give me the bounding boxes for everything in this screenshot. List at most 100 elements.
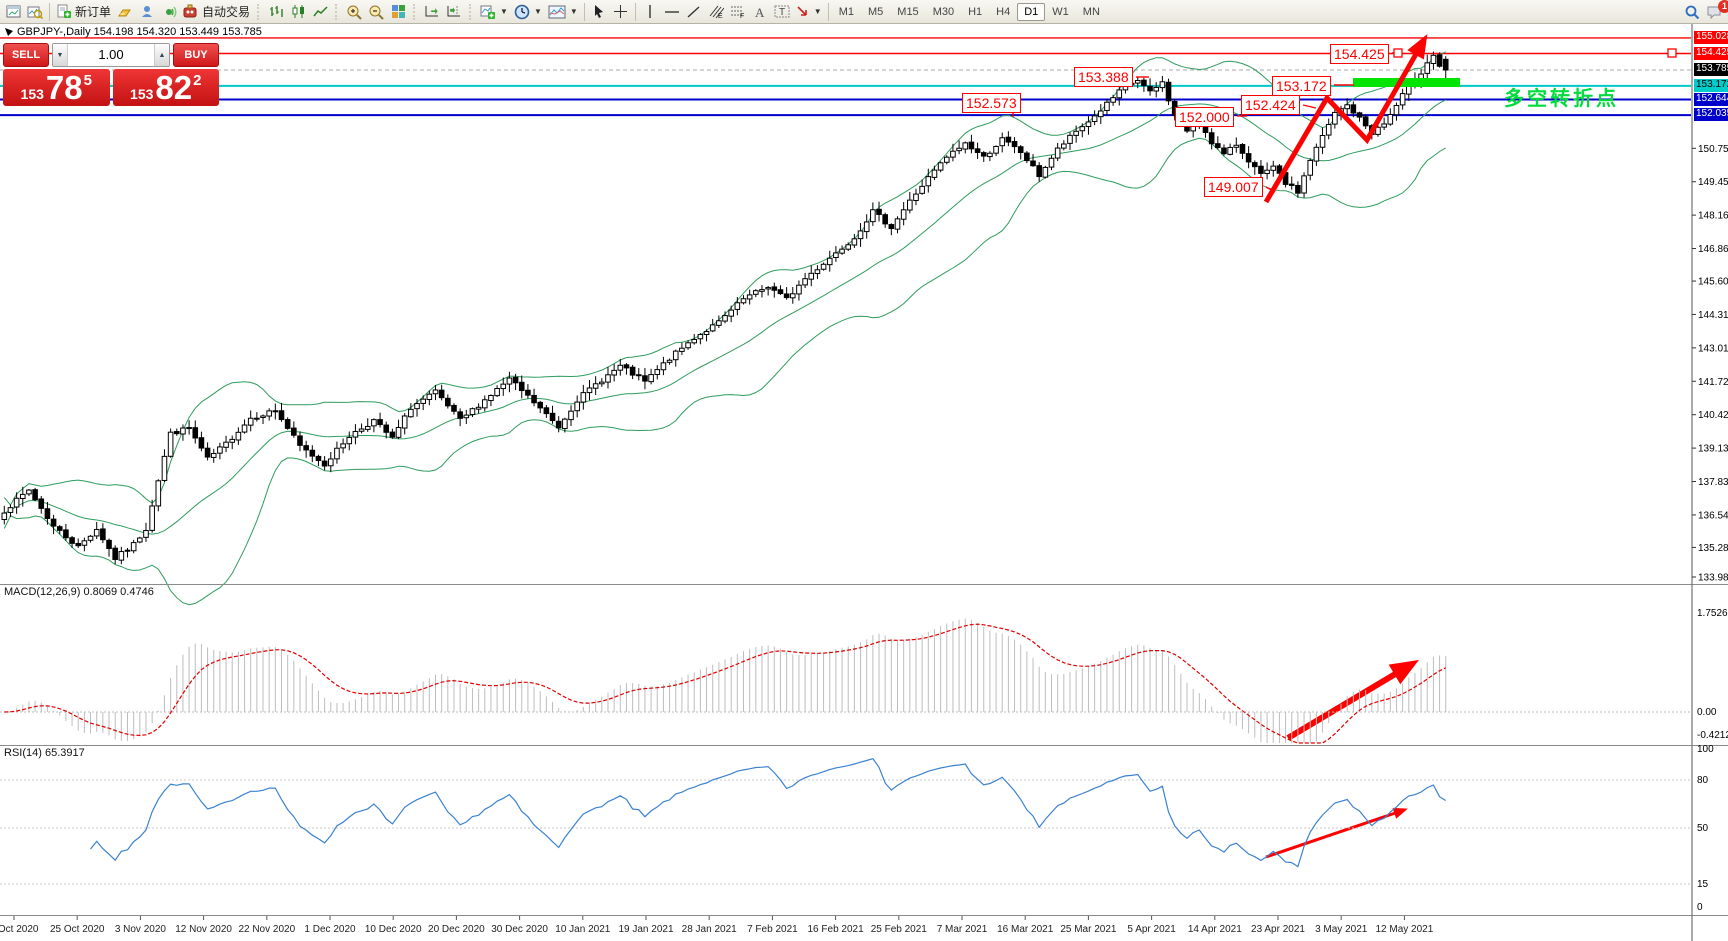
auto-scroll-icon: [425, 6, 439, 17]
trendline-icon: [687, 5, 700, 18]
bar-chart-button[interactable]: [265, 2, 287, 22]
axis-price-badge-154.425: 154.425: [1694, 47, 1728, 60]
data-window-button[interactable]: [136, 2, 158, 22]
green-highlight-bar[interactable]: [1353, 78, 1460, 87]
line-handle-marker[interactable]: [1667, 48, 1677, 58]
fibonacci-button[interactable]: F: [727, 2, 749, 22]
volume-increase-button[interactable]: ▲: [154, 44, 169, 66]
trade-controls-row: SELL ▼ ▲ BUY: [3, 43, 219, 67]
analysis-note[interactable]: 多空转折点: [1504, 88, 1619, 110]
horizontal-line-button[interactable]: [661, 2, 683, 22]
svg-text:150.750: 150.750: [1698, 144, 1728, 155]
svg-text:139.130: 139.130: [1698, 444, 1728, 455]
toolbar-grip: [257, 3, 261, 20]
line-chart-button[interactable]: [309, 2, 331, 22]
timeframe-m30[interactable]: M30: [932, 5, 955, 18]
horizontal-levels: [0, 37, 1691, 117]
indicators-icon: [480, 5, 496, 19]
axis-price-badge-153.172: 153.172: [1694, 79, 1728, 92]
date-label: 3 May 2021: [1315, 924, 1368, 935]
svg-text:146.865: 146.865: [1698, 244, 1728, 255]
date-label: 25 Feb 2021: [871, 924, 928, 935]
svg-text:15: 15: [1697, 879, 1709, 890]
svg-text:T: T: [779, 7, 785, 18]
candle-chart-button[interactable]: [287, 2, 309, 22]
timeframe-m15[interactable]: M15: [897, 5, 919, 18]
tile-windows-button[interactable]: [387, 2, 409, 22]
price-tag-153.172[interactable]: 153.172: [1272, 76, 1331, 96]
candle-chart-icon: [292, 5, 304, 18]
timeframe-h4[interactable]: H4: [996, 5, 1011, 18]
svg-text:F: F: [740, 13, 744, 19]
price-tag-152.573[interactable]: 152.573: [962, 93, 1021, 113]
search-icon: [1685, 5, 1700, 19]
timeframe-d1[interactable]: D1: [1017, 2, 1046, 21]
buy-price-big: 82: [155, 69, 193, 106]
price-tag-152.000[interactable]: 152.000: [1175, 107, 1234, 127]
tick-chart-button[interactable]: [24, 2, 46, 22]
price-tag-154.425[interactable]: 154.425: [1330, 44, 1389, 64]
trend-arrow[interactable]: [1263, 38, 1427, 204]
date-label: 22 Nov 2020: [238, 924, 295, 935]
market-watch-button[interactable]: [114, 2, 136, 22]
sell-button[interactable]: SELL: [3, 43, 49, 67]
navigator-icon: [165, 6, 176, 18]
timeframe-m5[interactable]: M5: [868, 5, 884, 18]
search-button[interactable]: [1681, 2, 1703, 22]
autotrade-button[interactable]: 自动交易: [180, 2, 253, 22]
symbol-marker-icon: [5, 28, 13, 36]
notifications-button[interactable]: 1: [1703, 0, 1728, 22]
toolbar-separator: [827, 2, 829, 21]
macd-indicator-label: MACD(12,26,9) 0.8069 0.4746: [4, 586, 154, 598]
timeframe-bar: M1 M5 M15 M30 H1 H4 D1 W1 MN: [832, 2, 1107, 21]
svg-text:A: A: [755, 5, 765, 19]
vertical-line-button[interactable]: [639, 2, 661, 22]
axis-price-badge-155.028: 155.028: [1694, 31, 1728, 44]
indicators-button[interactable]: ▼: [477, 2, 511, 22]
crosshair-button[interactable]: [610, 2, 632, 22]
timeframe-w1[interactable]: W1: [1052, 5, 1069, 18]
timeframe-m1[interactable]: M1: [838, 5, 854, 18]
date-label: 7 Mar 2021: [937, 924, 988, 935]
zoom-out-button[interactable]: [365, 2, 387, 22]
one-click-trading-panel: SELL ▼ ▲ BUY 153 78 5 153 82 2: [3, 43, 219, 106]
svg-text:149.455: 149.455: [1698, 177, 1728, 188]
line-handle-marker[interactable]: [1393, 48, 1403, 58]
buy-price-panel[interactable]: 153 82 2: [112, 69, 219, 106]
chart-window-button[interactable]: [2, 2, 24, 22]
sell-price-panel[interactable]: 153 78 5: [3, 69, 110, 106]
ohlc-values: 154.198 154.320 153.449 153.785: [93, 26, 262, 38]
periods-button[interactable]: ▼: [511, 2, 545, 22]
templates-button[interactable]: ▼: [545, 2, 581, 22]
horizontal-line-icon: [664, 11, 679, 13]
zoom-in-button[interactable]: [343, 2, 365, 22]
equidistant-channel-button[interactable]: E: [705, 2, 727, 22]
buy-button[interactable]: BUY: [173, 43, 219, 67]
text-label-button[interactable]: T: [771, 2, 793, 22]
trendline-button[interactable]: [683, 2, 705, 22]
price-tag-149.007[interactable]: 149.007: [1204, 177, 1263, 197]
volume-decrease-button[interactable]: ▼: [53, 44, 68, 66]
price-tag-152.424[interactable]: 152.424: [1241, 95, 1300, 115]
trend-arrow[interactable]: [1286, 661, 1414, 741]
svg-text:80: 80: [1697, 775, 1709, 786]
macd-histogram: [0, 618, 1691, 743]
text-button[interactable]: A: [749, 2, 771, 22]
template-icon: [548, 5, 566, 18]
timeframe-mn[interactable]: MN: [1082, 5, 1100, 18]
svg-text:-0.4212: -0.4212: [1697, 730, 1728, 741]
chart-shift-button[interactable]: [443, 2, 465, 22]
timeframe-h1[interactable]: H1: [968, 5, 983, 18]
navigator-button[interactable]: [158, 2, 180, 22]
trend-arrows: [1263, 34, 1428, 859]
date-label: 10 Jan 2021: [555, 924, 610, 935]
arrows-button[interactable]: ▼: [793, 2, 825, 22]
trend-arrow[interactable]: [1265, 808, 1405, 859]
new-order-button[interactable]: 新订单: [53, 2, 114, 22]
price-tag-153.388[interactable]: 153.388: [1074, 67, 1133, 87]
volume-input[interactable]: [68, 44, 154, 66]
cursor-button[interactable]: [588, 2, 610, 22]
svg-text:135.280: 135.280: [1698, 543, 1728, 554]
auto-scroll-button[interactable]: [421, 2, 443, 22]
